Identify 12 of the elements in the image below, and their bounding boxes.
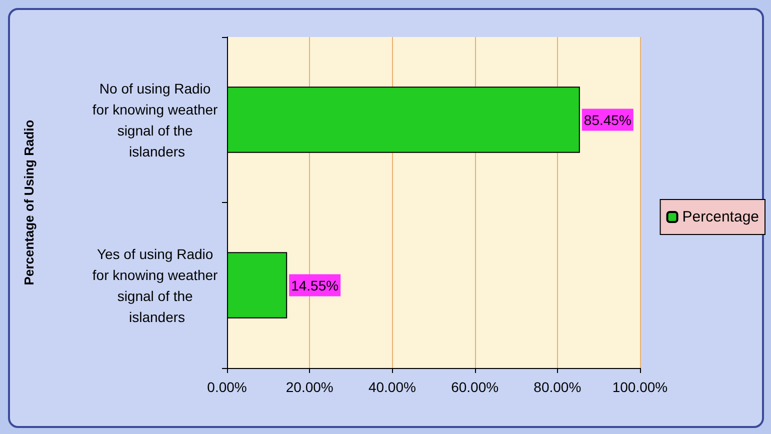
x-tick-label: 20.00% — [286, 379, 334, 395]
legend-label: Percentage — [682, 208, 760, 226]
y-tick-label: Yes of using Radio for knowing weather signal of the islanders — [92, 246, 222, 325]
data-label: 85.45% — [584, 112, 632, 128]
data-label: 14.55% — [291, 277, 339, 294]
x-tick-label: 40.00% — [368, 379, 416, 395]
x-tick-label: 100.00% — [612, 379, 668, 395]
x-tick-label: 0.00% — [207, 379, 247, 395]
y-tick-label: No of using Radio for knowing weather signal of the islanders — [92, 80, 222, 160]
x-tick-label: 60.00% — [451, 379, 499, 395]
y-axis-title: Percentage of Using Radio — [22, 120, 36, 286]
x-tick-label: 80.00% — [534, 379, 582, 395]
